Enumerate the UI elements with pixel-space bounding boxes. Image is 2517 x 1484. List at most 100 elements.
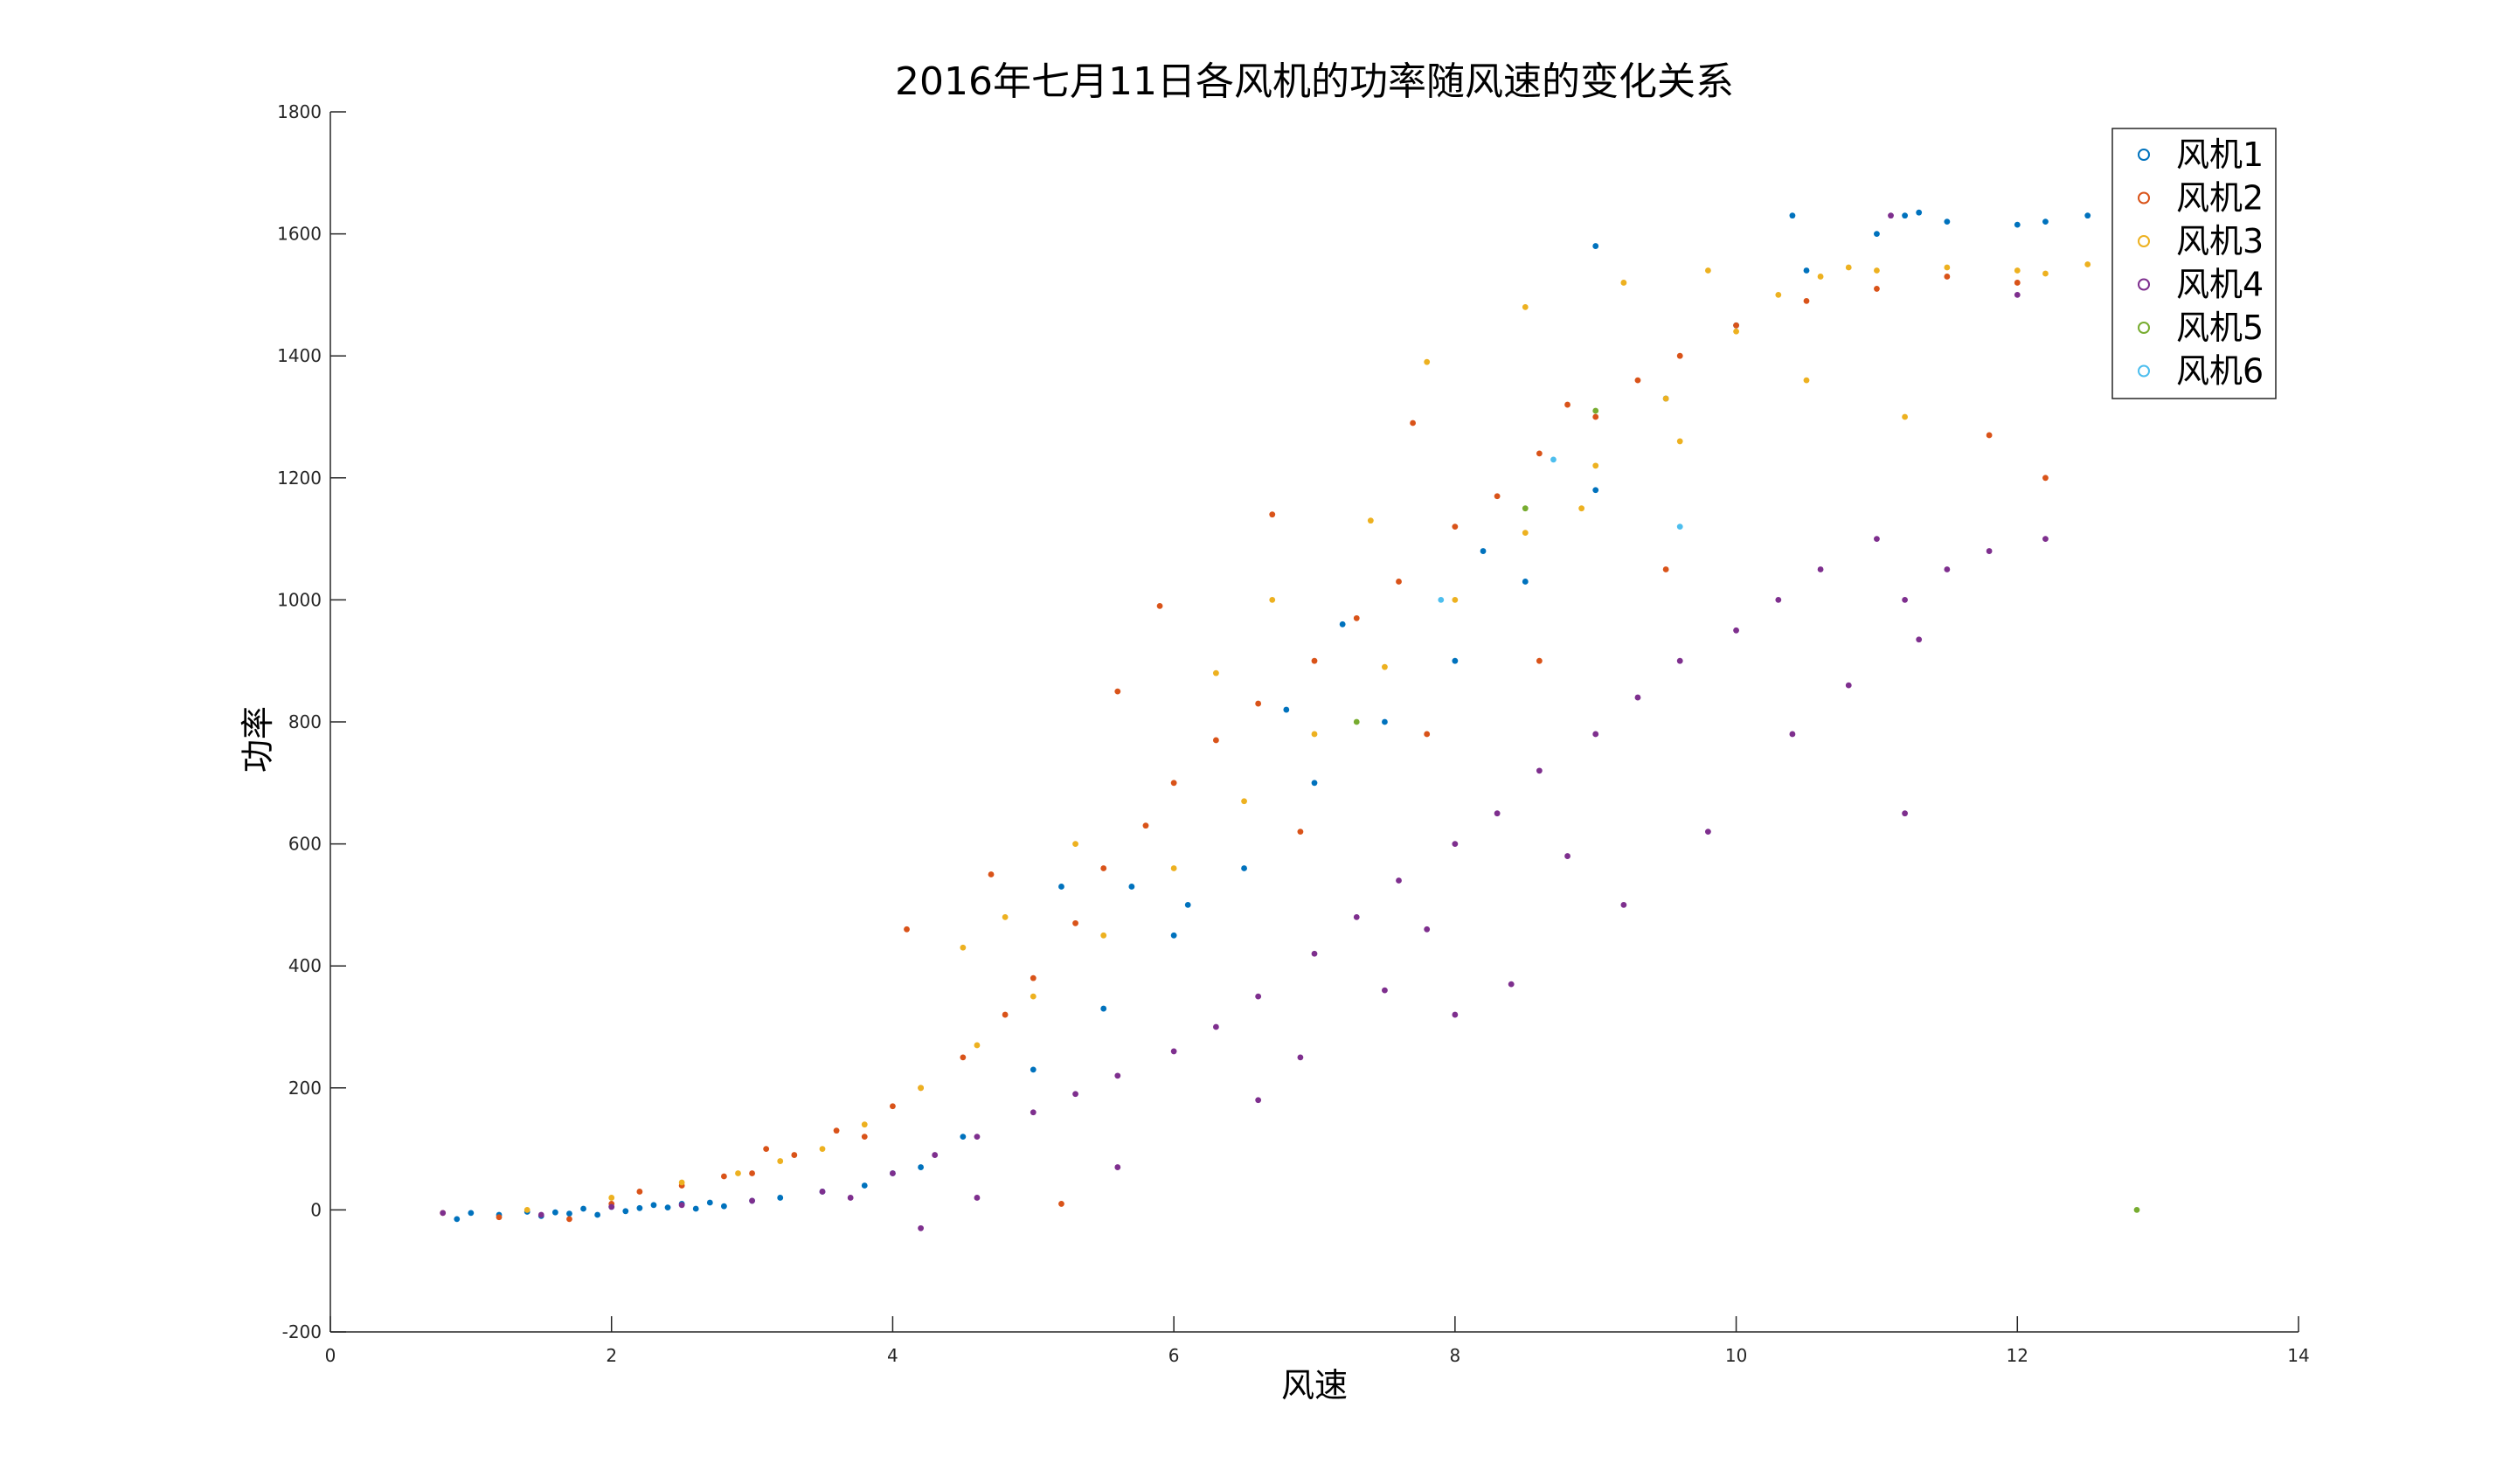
data-point <box>1916 636 1923 643</box>
data-point <box>1874 267 1880 274</box>
data-point <box>1705 829 1711 836</box>
data-point <box>1072 841 1078 847</box>
legend-marker <box>2138 322 2150 334</box>
data-point <box>777 1195 784 1201</box>
data-point <box>1845 682 1852 689</box>
y-tick-label: 1200 <box>277 468 322 489</box>
data-point <box>749 1197 755 1204</box>
data-point <box>960 1054 967 1061</box>
y-tick-label: 1400 <box>277 345 322 366</box>
data-point <box>1424 358 1431 365</box>
data-point <box>1311 657 1318 664</box>
data-point <box>551 1209 558 1216</box>
data-point <box>1902 597 1909 603</box>
data-point <box>1592 731 1599 738</box>
data-point <box>1452 657 1459 664</box>
data-point <box>2042 536 2049 542</box>
data-point <box>1297 829 1304 836</box>
data-point <box>1902 413 1909 420</box>
data-point <box>861 1121 868 1128</box>
data-point <box>1817 274 1824 280</box>
data-point <box>1536 767 1543 774</box>
data-point <box>1634 377 1641 384</box>
data-point <box>1803 297 1810 304</box>
data-point <box>1733 328 1739 335</box>
data-point <box>1874 536 1880 542</box>
data-point <box>1986 548 1993 554</box>
data-point <box>636 1204 643 1211</box>
data-point <box>749 1170 755 1176</box>
data-point <box>847 1195 854 1201</box>
data-point <box>1817 566 1824 572</box>
data-point <box>1620 902 1627 908</box>
x-tick-label: 10 <box>1725 1345 1747 1366</box>
legend-marker <box>2138 278 2150 291</box>
data-point <box>791 1152 798 1158</box>
data-point <box>1353 614 1360 621</box>
data-point <box>1030 1109 1037 1116</box>
data-point <box>1353 718 1360 725</box>
data-points <box>440 209 2203 1231</box>
data-point <box>1438 597 1445 603</box>
data-point <box>1676 438 1683 445</box>
data-point <box>1213 1023 1219 1030</box>
data-point <box>1030 993 1037 1000</box>
data-point <box>1311 780 1318 787</box>
data-point <box>1072 1091 1078 1098</box>
data-point <box>1170 865 1177 871</box>
data-point <box>1733 627 1739 634</box>
legend-marker <box>2138 149 2150 161</box>
data-point <box>440 1210 447 1217</box>
data-point <box>1803 377 1810 384</box>
data-point <box>1241 865 1247 871</box>
data-point <box>1269 511 1276 518</box>
data-point <box>1676 657 1683 664</box>
data-point <box>454 1216 461 1223</box>
data-point <box>988 871 995 877</box>
data-point <box>678 1202 685 1209</box>
data-point <box>537 1211 544 1218</box>
y-tick-label: 1000 <box>277 589 322 610</box>
data-point <box>890 1170 896 1176</box>
data-point <box>1030 1066 1037 1073</box>
data-point <box>1241 798 1247 805</box>
data-point <box>960 1134 967 1141</box>
data-point <box>1452 1011 1459 1018</box>
data-point <box>524 1207 530 1213</box>
data-point <box>1578 505 1585 512</box>
data-point <box>1100 932 1107 939</box>
data-point <box>1986 432 1993 439</box>
data-point <box>1452 597 1459 603</box>
data-point <box>1592 487 1599 494</box>
data-point <box>1634 694 1641 701</box>
x-tick-label: 4 <box>887 1345 898 1366</box>
data-point <box>1789 731 1796 738</box>
data-point <box>1803 267 1810 274</box>
data-point <box>2014 280 2021 286</box>
data-point <box>1550 456 1557 463</box>
data-point <box>1874 231 1880 237</box>
data-point <box>2084 212 2091 219</box>
data-point <box>1452 841 1459 847</box>
data-point <box>1902 810 1909 817</box>
data-point <box>1184 902 1191 908</box>
data-point <box>861 1134 868 1141</box>
data-point <box>2133 1207 2140 1213</box>
legend-marker <box>2138 364 2150 378</box>
data-point <box>2042 270 2049 277</box>
data-point <box>1480 548 1487 554</box>
y-tick-label: 200 <box>288 1078 322 1099</box>
data-point <box>1100 1005 1107 1012</box>
data-point <box>1382 663 1388 670</box>
data-point <box>1536 450 1543 457</box>
y-tick-label: 1600 <box>277 224 322 245</box>
data-point <box>1733 322 1739 329</box>
data-point <box>721 1203 727 1210</box>
data-point <box>1508 981 1515 988</box>
x-tick-label: 12 <box>2007 1345 2028 1366</box>
data-point <box>1255 1097 1262 1104</box>
data-point <box>960 944 967 951</box>
legend-label: 风机4 <box>2176 266 2264 304</box>
data-point <box>861 1182 868 1189</box>
legend-marker <box>2138 235 2150 247</box>
